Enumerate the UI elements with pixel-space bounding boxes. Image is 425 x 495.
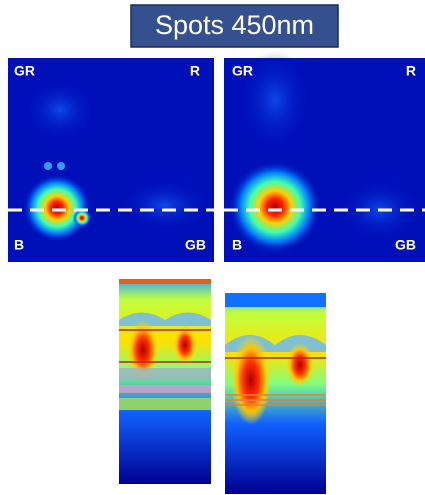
cross-section [119,279,211,484]
label-b: B [14,237,24,253]
label-gr: GR [232,63,253,79]
figure: Spots 450nm GR R B GB GR R B GB [0,0,425,495]
cross-section [225,293,326,494]
title: Spots 450nm [155,10,314,40]
label-b: B [232,237,242,253]
label-gr: GR [14,63,35,79]
label-gb: GB [185,237,206,253]
spot-panel: GR R B GB [224,50,425,262]
label-r: R [406,63,416,79]
label-gb: GB [395,237,416,253]
label-r: R [190,63,200,79]
spot-panel: GR R B GB [8,58,214,262]
